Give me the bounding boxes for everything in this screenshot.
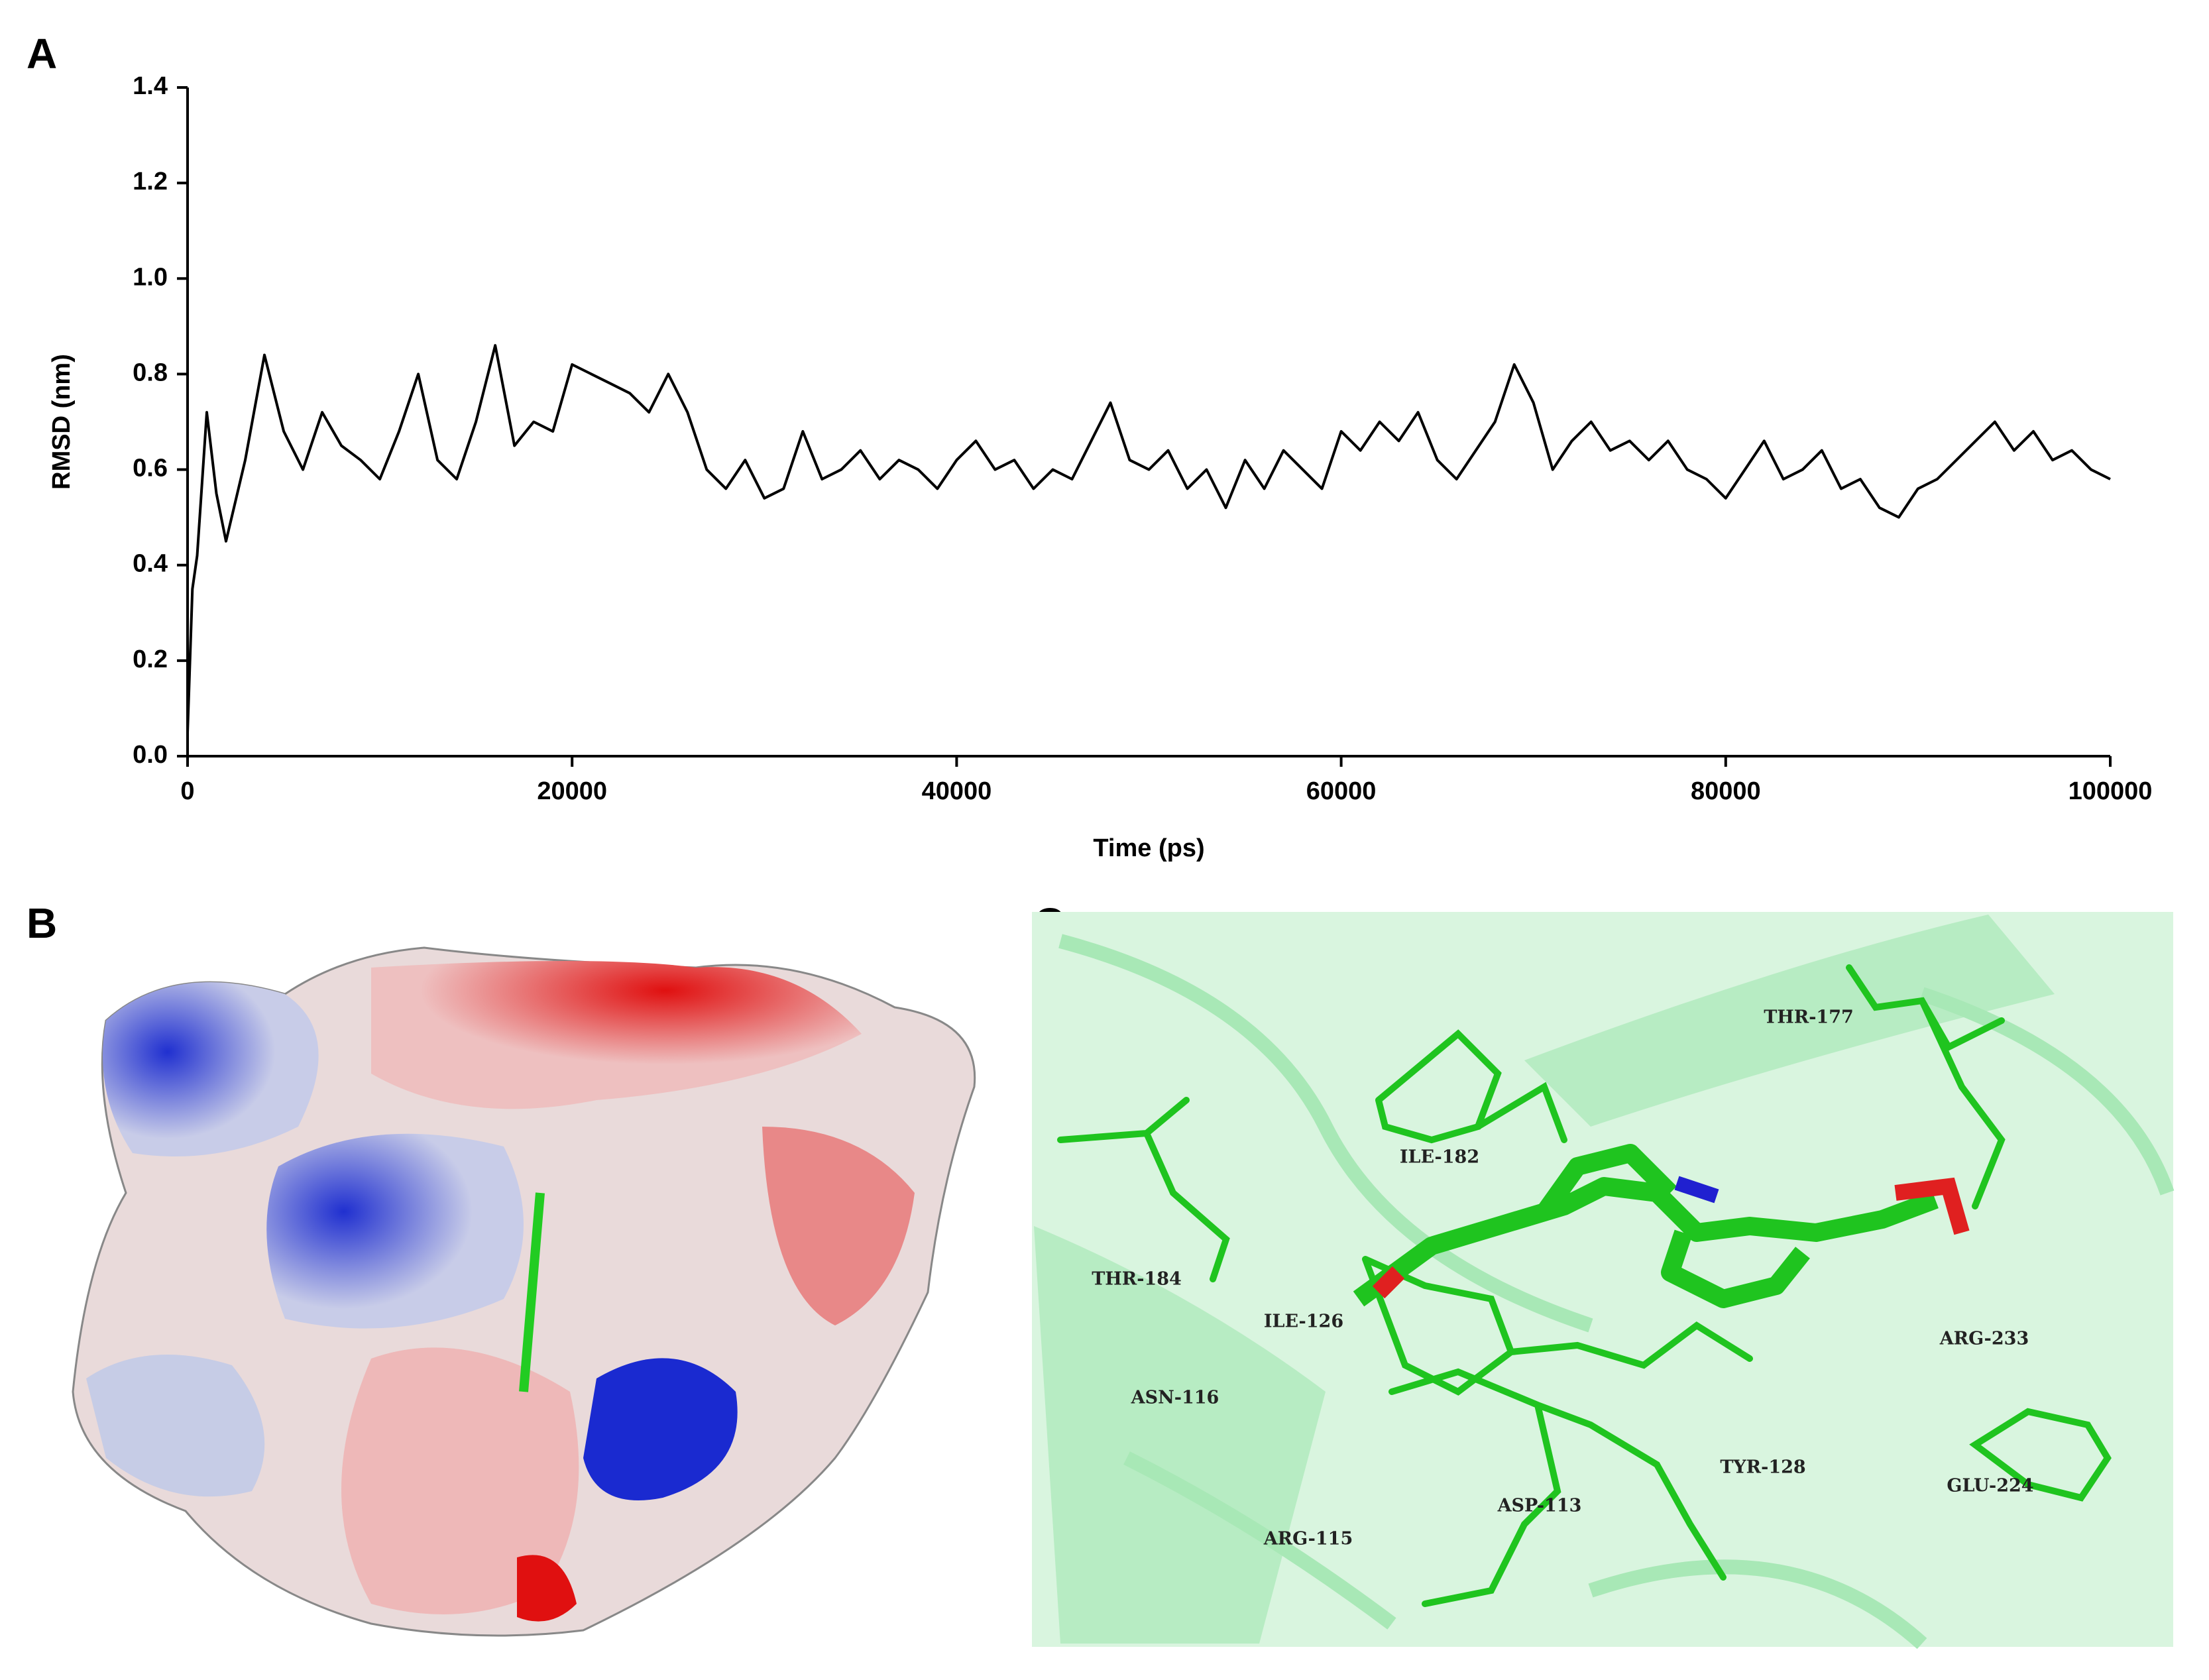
- y-tick-label: 1.4: [133, 72, 168, 100]
- residue-label: GLU-224: [1947, 1476, 2033, 1496]
- residue-label: ILE-182: [1400, 1147, 1479, 1168]
- x-tick-label: 20000: [537, 777, 607, 805]
- y-tick-label: 0.8: [133, 359, 168, 386]
- panel-label: A: [27, 30, 57, 78]
- y-tick-label: 0.4: [133, 550, 168, 578]
- y-tick-label: 0.0: [133, 741, 168, 769]
- x-tick-label: 0: [180, 777, 194, 805]
- y-tick-label: 0.2: [133, 645, 168, 673]
- residue-label: THR-177: [1764, 1007, 1854, 1028]
- x-tick-label: 80000: [1691, 777, 1761, 805]
- residue-label: ILE-126: [1264, 1312, 1343, 1332]
- x-axis-label: Time (ps): [1093, 834, 1204, 862]
- y-axis-label: RMSD (nm): [48, 354, 76, 490]
- panel-label: B: [27, 899, 57, 947]
- rmsd-line: [186, 344, 2111, 733]
- y-tick-label: 1.0: [133, 263, 168, 291]
- y-tick-label: 0.6: [133, 455, 168, 482]
- x-tick-label: 60000: [1306, 777, 1377, 805]
- y-tick-label: 1.2: [133, 168, 168, 196]
- residue-label: ARG-233: [1939, 1329, 2029, 1349]
- binding-site-image: [1032, 912, 2175, 1650]
- surface-image: [72, 946, 976, 1637]
- residue-label: ARG-115: [1263, 1529, 1353, 1549]
- residue-label: TYR-128: [1720, 1457, 1805, 1478]
- residue-label: THR-184: [1092, 1269, 1182, 1290]
- x-tick-label: 100000: [2068, 777, 2153, 805]
- residue-label: ASP-113: [1497, 1496, 1582, 1516]
- residue-label: ASN-116: [1131, 1388, 1219, 1408]
- x-tick-label: 40000: [922, 777, 992, 805]
